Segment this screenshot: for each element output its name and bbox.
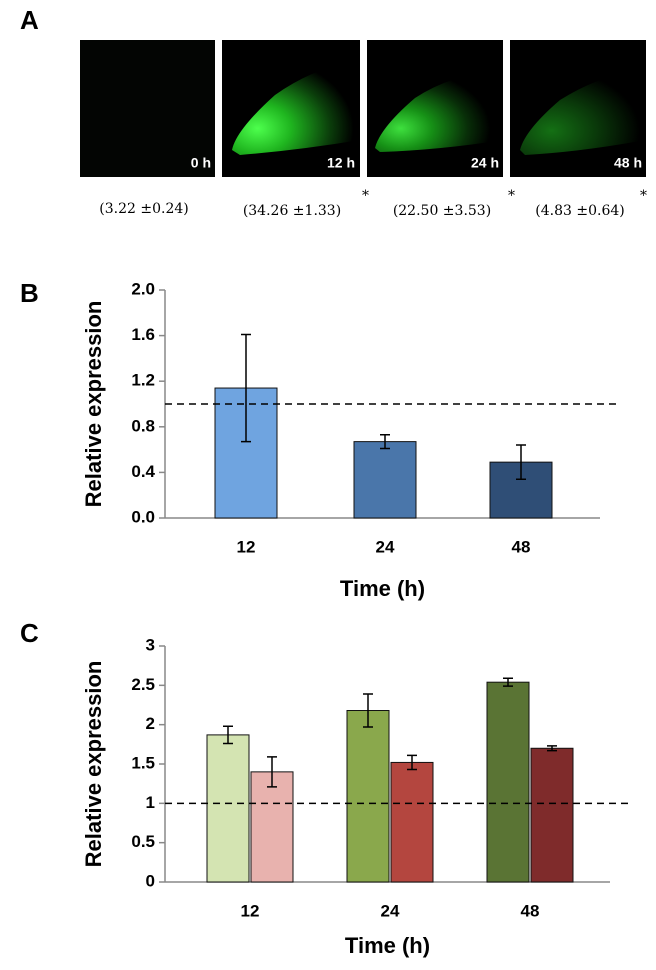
error-bar	[363, 693, 373, 728]
y-tick-label: 1	[146, 793, 155, 812]
error-bar	[223, 725, 233, 745]
image-label: 24 h	[471, 155, 499, 171]
y-tick-label: 2.5	[131, 675, 155, 694]
x-tick-label: 48	[512, 537, 531, 556]
y-tick-label: 3	[146, 635, 155, 654]
error-bar	[547, 745, 557, 752]
x-tick-label: 12	[241, 901, 260, 920]
image	[80, 40, 215, 177]
x-tick-label: 12	[237, 537, 256, 556]
y-tick-label: 0.0	[131, 507, 155, 526]
y-tick-label: 1.6	[131, 325, 155, 344]
bar	[530, 747, 574, 883]
bar	[486, 681, 530, 883]
error-bar	[241, 333, 251, 443]
bar	[250, 771, 294, 883]
error-bar	[380, 434, 390, 450]
panel-label: A	[20, 5, 39, 35]
panel-label: C	[20, 618, 39, 648]
y-axis-title: Relative expression	[81, 301, 106, 508]
bar	[206, 734, 250, 883]
root	[375, 68, 503, 152]
panel-label: B	[20, 278, 39, 308]
root	[520, 68, 646, 155]
x-axis-title: Time (h)	[345, 933, 430, 958]
y-tick-label: 1.2	[131, 371, 155, 390]
x-tick-label: 24	[376, 537, 395, 556]
significance: *	[640, 188, 647, 204]
y-axis-title: Relative expression	[81, 661, 106, 868]
image-row: 0 h 12 h 24 h 48 h (3.22 ±0.24) (34.26 ±…	[80, 40, 647, 219]
y-tick-label: 0.4	[131, 462, 155, 481]
bar	[346, 710, 390, 883]
image-label: 0 h	[191, 155, 211, 171]
bar	[390, 761, 434, 883]
root	[232, 60, 360, 155]
image-value: (4.83 ±0.64)	[535, 203, 624, 219]
error-bar	[407, 754, 417, 771]
y-tick-label: 1.5	[131, 753, 155, 772]
error-bar	[267, 756, 277, 788]
y-tick-label: 2.0	[131, 279, 155, 298]
image-value: (34.26 ±1.33)	[243, 203, 341, 219]
y-tick-label: 0.5	[131, 832, 155, 851]
x-axis-title: Time (h)	[340, 576, 425, 601]
image-value: (22.50 ±3.53)	[393, 203, 491, 219]
error-bar	[503, 677, 513, 687]
x-tick-label: 24	[381, 901, 400, 920]
bar	[353, 441, 417, 519]
significance: *	[362, 188, 369, 204]
significance: *	[508, 188, 515, 204]
x-tick-label: 48	[521, 901, 540, 920]
image-label: 12 h	[327, 155, 355, 171]
image-value: (3.22 ±0.24)	[99, 201, 188, 217]
y-tick-label: 0	[146, 871, 155, 890]
image-label: 48 h	[614, 155, 642, 171]
error-bar	[516, 444, 526, 480]
y-tick-label: 0.8	[131, 416, 155, 435]
y-tick-label: 2	[146, 714, 155, 733]
